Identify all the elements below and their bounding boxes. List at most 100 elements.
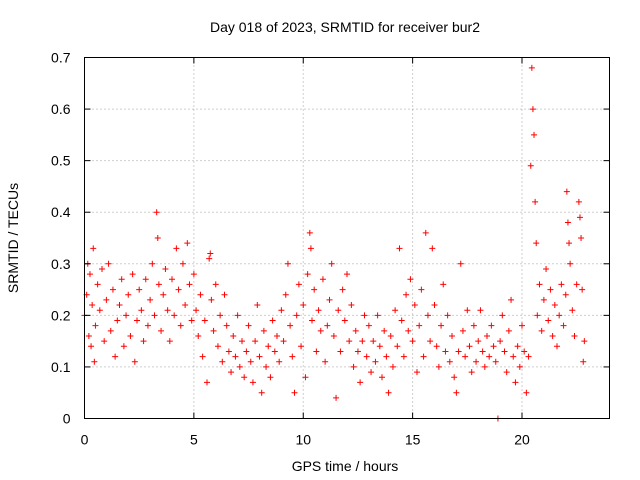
data-point [409, 338, 416, 345]
data-point [414, 369, 420, 376]
data-point [372, 358, 379, 365]
data-point [354, 348, 361, 355]
x-tick-label: 5 [190, 432, 198, 448]
data-point [490, 343, 497, 350]
data-point [455, 348, 462, 355]
data-point [481, 363, 488, 370]
data-point [177, 322, 184, 329]
data-point [389, 363, 396, 370]
data-point [333, 394, 340, 401]
data-point [508, 296, 515, 303]
data-point [468, 369, 475, 376]
data-point [190, 271, 197, 278]
data-point [477, 307, 484, 314]
data-point [514, 343, 521, 350]
data-point [562, 291, 569, 298]
data-point [295, 281, 302, 288]
data-point [300, 302, 307, 309]
data-point [479, 348, 486, 355]
data-point [188, 317, 195, 324]
data-point [166, 338, 173, 345]
data-point [256, 353, 263, 360]
data-point [116, 302, 123, 309]
data-point [249, 379, 256, 386]
data-point [464, 307, 471, 314]
data-point [243, 348, 250, 355]
data-point [317, 327, 324, 334]
data-point [223, 322, 230, 329]
data-point [361, 312, 368, 319]
x-tick-label: 20 [514, 432, 530, 448]
data-point [540, 296, 547, 303]
data-point [96, 307, 103, 314]
data-point [545, 317, 552, 324]
data-point [162, 265, 169, 272]
data-point [346, 338, 353, 345]
data-point [560, 322, 567, 329]
y-tick-label: 0.5 [51, 153, 71, 169]
data-point [86, 271, 93, 278]
data-point [298, 343, 305, 350]
data-point [385, 389, 392, 396]
data-point [359, 338, 366, 345]
x-axis-label: GPS time / hours [292, 458, 399, 474]
data-point [173, 245, 180, 252]
data-point [289, 353, 296, 360]
data-point [453, 389, 460, 396]
data-point [89, 302, 96, 309]
data-point [125, 291, 132, 298]
data-point [499, 312, 506, 319]
data-point [523, 389, 530, 396]
data-point [276, 358, 283, 365]
data-point [219, 358, 226, 365]
data-point [387, 332, 394, 339]
data-point [214, 343, 221, 350]
data-point [197, 291, 204, 298]
data-point [212, 281, 219, 288]
data-point [271, 348, 278, 355]
data-point [440, 281, 447, 288]
data-point [424, 312, 431, 319]
data-point [105, 260, 112, 267]
data-point [564, 219, 571, 226]
data-point [278, 307, 285, 314]
data-point [341, 317, 348, 324]
data-point [383, 353, 390, 360]
y-tick-label: 0.6 [51, 101, 71, 117]
data-point [274, 332, 280, 339]
data-point [484, 332, 490, 339]
data-point [370, 338, 377, 345]
data-point [503, 369, 510, 376]
data-point [376, 343, 383, 350]
data-point [239, 338, 245, 345]
data-point [134, 317, 140, 324]
y-tick-label: 0.2 [51, 307, 71, 323]
data-point [114, 317, 121, 324]
data-point [549, 332, 556, 339]
x-tick-label: 15 [405, 432, 421, 448]
data-point [571, 332, 578, 339]
data-point [497, 338, 504, 345]
x-tick-label: 0 [81, 432, 89, 448]
data-point [92, 322, 99, 329]
data-point [109, 286, 116, 293]
data-point [269, 317, 276, 324]
data-point [107, 327, 114, 334]
data-point [446, 358, 453, 365]
y-tick-label: 0.4 [51, 204, 71, 220]
data-point [208, 296, 215, 303]
data-point [322, 358, 329, 365]
data-point [510, 353, 517, 360]
data-point [528, 64, 535, 71]
data-point [538, 327, 545, 334]
data-point [429, 245, 436, 252]
data-point [293, 312, 300, 319]
data-point [252, 338, 259, 345]
data-point [457, 260, 464, 267]
data-point [326, 296, 333, 303]
data-point [536, 281, 543, 288]
data-point [284, 260, 291, 267]
data-point [501, 348, 508, 355]
data-point [265, 343, 272, 350]
